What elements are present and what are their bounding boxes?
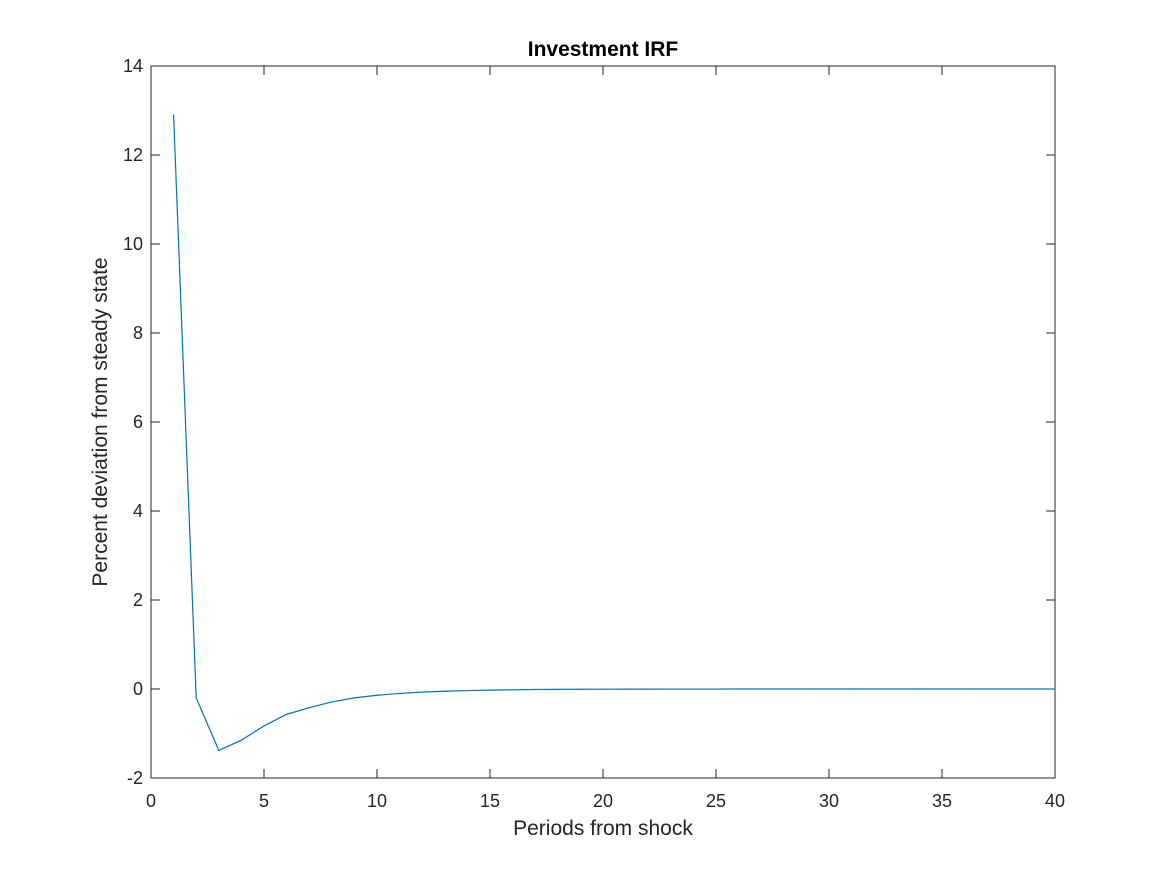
data-point [331,701,333,703]
x-tick-label: 5 [259,791,269,811]
data-point [873,688,875,690]
x-axis-label: Periods from shock [513,817,693,840]
data-point [444,690,446,692]
axis-ticks [150,65,1056,779]
data-point [805,688,808,690]
data-point [466,689,468,692]
data-point [647,688,649,690]
data-point [986,688,988,690]
y-axis-label: Percent deviation from steady state [89,257,112,586]
data-point [851,688,853,690]
x-tick-label: 30 [819,791,839,811]
plot-area [150,65,1056,779]
data-point [738,688,740,690]
y-tick-label: 10 [123,234,143,254]
data-point [557,688,559,690]
y-tick-label: 14 [123,56,143,76]
data-point [828,688,830,690]
y-tick-label: 4 [133,501,143,521]
data-point [489,689,491,691]
x-tick-label: 0 [146,791,156,811]
data-point [218,749,220,752]
series-lines [173,114,1056,752]
y-tick-label: 12 [123,145,143,165]
data-point [760,688,762,690]
x-tick-label: 20 [593,791,613,811]
data-point [376,694,378,696]
data-point [670,688,672,690]
data-point [1009,688,1011,690]
x-tick-label: 10 [367,791,387,811]
data-point [173,114,175,116]
data-point [1031,688,1033,690]
series-line [173,114,1055,752]
data-point [783,688,785,690]
data-point [941,688,943,690]
y-tick-label: 2 [133,590,143,610]
y-tick-label: 6 [133,412,143,432]
y-tick-label: 0 [133,679,143,699]
data-point [534,688,536,691]
data-point [602,688,604,690]
x-tick-label: 15 [480,791,500,811]
x-tick-label: 35 [932,791,952,811]
data-point [692,688,695,690]
data-point [399,692,401,695]
data-point [715,688,717,690]
chart-title: Investment IRF [528,38,679,61]
y-tick-label: 8 [133,323,143,343]
data-point [1054,688,1056,690]
data-point [625,688,627,690]
data-point [964,688,966,690]
data-point [918,688,921,690]
data-point [308,707,310,709]
data-point [511,689,514,691]
data-point [240,739,242,741]
x-tick-label: 25 [706,791,726,811]
data-point [896,688,898,690]
data-point [353,697,355,699]
data-point [579,688,582,690]
data-point [263,725,265,727]
data-point [195,697,197,699]
y-tick-label: -2 [127,768,143,788]
x-tick-label: 40 [1045,791,1065,811]
data-point [286,713,288,715]
data-point [421,691,423,693]
